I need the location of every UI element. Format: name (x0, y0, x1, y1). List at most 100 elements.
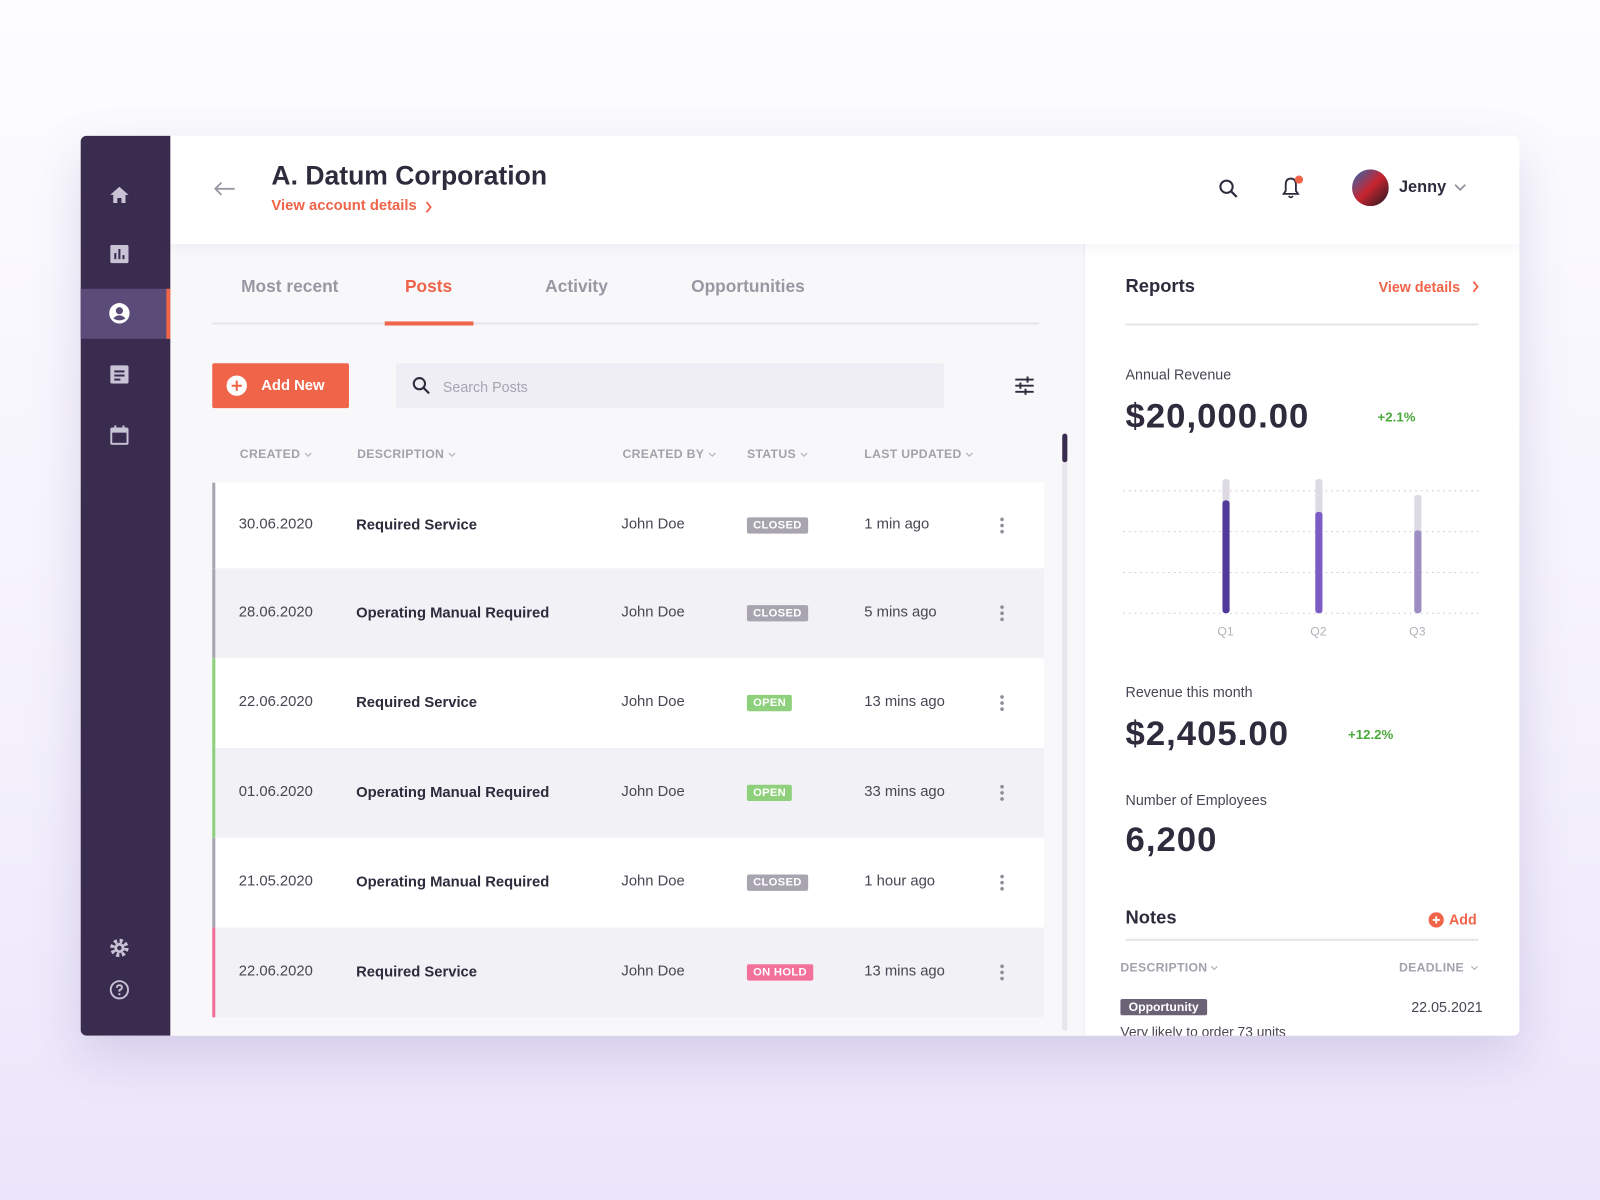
row-accent (212, 927, 216, 1018)
chevron (425, 201, 432, 213)
reports-title: Reports (1125, 275, 1195, 296)
add-note-link[interactable]: Add (1448, 911, 1477, 928)
column-header[interactable]: CREATED (239, 446, 301, 462)
status-badge: ON HOLD (746, 964, 814, 981)
column-header[interactable]: DEADLINE (1398, 960, 1465, 975)
search-icon[interactable] (1218, 179, 1238, 199)
divider (1083, 243, 1085, 1036)
table-row[interactable] (212, 658, 1044, 748)
metric-change: +2.1% (1377, 409, 1416, 425)
settings-icon[interactable] (109, 938, 129, 958)
scrollbar-thumb[interactable] (1062, 433, 1068, 463)
description: Operating Manual Required (356, 605, 550, 622)
description: Required Service (356, 517, 478, 534)
back-button[interactable] (212, 181, 236, 197)
user-name[interactable]: Jenny (1398, 178, 1447, 196)
tab[interactable]: Most recent (241, 276, 339, 296)
column-header[interactable]: DESCRIPTION (1120, 960, 1208, 975)
reports-icon[interactable] (110, 244, 129, 264)
filter-icon[interactable] (1014, 376, 1034, 395)
row-menu[interactable] (1000, 604, 1005, 623)
home-icon[interactable] (109, 185, 129, 205)
last-updated: 1 hour ago (864, 873, 936, 890)
metric-label: Revenue this month (1125, 683, 1253, 701)
notifications-icon[interactable] (1280, 174, 1304, 201)
note-text: Very likely to order 73 units (1120, 1024, 1286, 1036)
tab[interactable]: Opportunities (691, 276, 805, 296)
tab-underline (384, 321, 474, 326)
tab[interactable]: Posts (404, 276, 453, 296)
row-accent (212, 747, 216, 838)
sort-icon[interactable] (304, 452, 312, 458)
x-tick-label: Q3 (1409, 625, 1426, 639)
row-menu[interactable] (1000, 873, 1005, 892)
created-date: 22.06.2020 (238, 693, 313, 711)
created-by: John Doe (621, 783, 685, 801)
table-row[interactable] (212, 482, 1044, 569)
avatar[interactable] (1352, 169, 1389, 207)
created-by: John Doe (621, 963, 685, 980)
sort-icon[interactable] (800, 452, 808, 458)
status-badge: CLOSED (746, 517, 808, 534)
description: Required Service (356, 694, 478, 712)
column-header[interactable]: LAST UPDATED (864, 446, 962, 462)
metric-change: +12.2% (1347, 726, 1394, 742)
sort-icon[interactable] (965, 452, 973, 458)
created-date: 01.06.2020 (238, 783, 313, 801)
row-menu[interactable] (1000, 963, 1005, 982)
add-icon (226, 375, 247, 396)
metric-value: $20,000.00 (1125, 396, 1310, 436)
sidebar (80, 135, 171, 1036)
add-new-label: Add New (261, 377, 325, 394)
sort-icon[interactable] (708, 452, 716, 458)
account-link[interactable]: View account details (271, 197, 417, 215)
add-note-icon[interactable] (1428, 912, 1444, 928)
notes-icon[interactable] (110, 365, 129, 384)
status-badge: OPEN (746, 784, 793, 802)
sort-icon[interactable] (1470, 965, 1478, 971)
created-date: 22.06.2020 (238, 963, 313, 980)
created-by: John Doe (621, 693, 685, 711)
table-row[interactable] (212, 927, 1044, 1018)
row-menu[interactable] (1000, 516, 1005, 535)
search-input[interactable] (395, 363, 944, 409)
note-deadline: 22.05.2021 (1411, 998, 1483, 1016)
scrollbar-track (1062, 433, 1068, 1031)
reports-link[interactable]: View details (1378, 278, 1461, 295)
row-accent (212, 658, 216, 748)
header-bar (170, 135, 1520, 244)
description: Operating Manual Required (356, 874, 550, 891)
x-tick-label: Q2 (1310, 625, 1327, 639)
created-date: 21.05.2020 (238, 873, 313, 890)
tab[interactable]: Activity (545, 276, 608, 296)
help-icon[interactable] (109, 980, 129, 1000)
bar (1414, 530, 1422, 614)
metric-value: 6,200 (1125, 820, 1218, 860)
table-row[interactable] (212, 568, 1044, 659)
notes-divider (1125, 938, 1479, 941)
row-menu[interactable] (1000, 783, 1005, 803)
row-menu[interactable] (1000, 693, 1005, 713)
column-header[interactable]: STATUS (746, 446, 796, 462)
notes-title: Notes (1125, 907, 1177, 928)
sort-icon[interactable] (1210, 965, 1218, 971)
column-header[interactable]: CREATED BY (622, 446, 705, 462)
sort-icon[interactable] (448, 452, 456, 458)
table-row[interactable] (212, 747, 1044, 838)
description: Operating Manual Required (356, 784, 550, 802)
account-icon[interactable] (109, 303, 130, 324)
status-badge: CLOSED (746, 605, 808, 622)
description: Required Service (356, 964, 478, 981)
created-by: John Doe (621, 873, 685, 890)
table-row[interactable] (212, 837, 1044, 928)
column-header[interactable]: DESCRIPTION (357, 446, 445, 462)
x-tick-label: Q1 (1217, 625, 1234, 639)
last-updated: 13 mins ago (864, 963, 945, 980)
metric-value: $2,405.00 (1125, 714, 1290, 754)
last-updated: 33 mins ago (864, 783, 945, 801)
status-badge: OPEN (746, 694, 793, 712)
status-badge: CLOSED (746, 874, 808, 891)
calendar-icon[interactable] (110, 425, 129, 445)
user-menu-chevron[interactable] (1454, 184, 1466, 192)
row-accent (212, 837, 216, 928)
